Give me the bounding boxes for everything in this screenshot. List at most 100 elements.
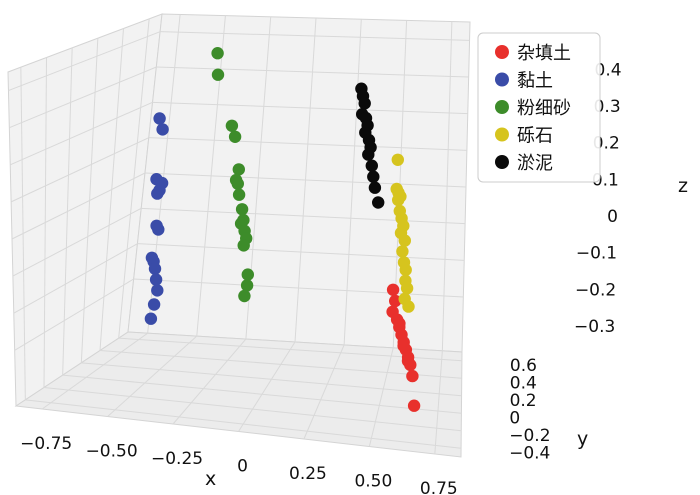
legend-box bbox=[477, 32, 601, 183]
z-tick-label: −0.3 bbox=[574, 317, 615, 337]
data-point bbox=[231, 177, 244, 190]
legend-marker bbox=[495, 72, 509, 87]
data-point bbox=[155, 176, 169, 190]
data-point bbox=[144, 312, 158, 325]
y-gridline-floor bbox=[43, 387, 462, 432]
data-point bbox=[365, 159, 378, 172]
series-淤泥 bbox=[355, 82, 385, 209]
data-point bbox=[228, 130, 242, 143]
y-gridline-floor bbox=[25, 399, 462, 449]
z-gridline-left bbox=[10, 137, 149, 203]
grid-lines bbox=[8, 14, 470, 455]
y-gridline-floor bbox=[81, 362, 462, 397]
y-gridline-left bbox=[43, 57, 47, 388]
z-gridline-left bbox=[12, 207, 142, 277]
data-point bbox=[401, 354, 415, 368]
y-gridline-left bbox=[118, 18, 150, 339]
z-gridline-left bbox=[13, 243, 138, 314]
data-point bbox=[372, 196, 385, 209]
x-tick-label: −0.50 bbox=[86, 442, 138, 462]
data-point bbox=[147, 298, 161, 311]
series-砾石 bbox=[390, 153, 415, 313]
data-point bbox=[237, 239, 250, 252]
data-point bbox=[241, 268, 254, 281]
y-gridline-left bbox=[80, 38, 99, 363]
y-tick-label: −0.4 bbox=[509, 443, 550, 463]
data-point bbox=[406, 369, 419, 383]
data-point bbox=[149, 273, 163, 286]
z-tick-label: 0.4 bbox=[595, 60, 622, 80]
data-point bbox=[393, 317, 406, 330]
data-point bbox=[389, 294, 402, 308]
x-gridline-floor bbox=[434, 350, 443, 455]
data-point bbox=[148, 262, 162, 275]
legend-label: 杂填土 bbox=[517, 43, 571, 64]
legend-label: 淤泥 bbox=[517, 153, 553, 174]
legend-marker bbox=[495, 45, 509, 59]
legend-label: 粉细砂 bbox=[517, 98, 571, 119]
x-gridline-floor bbox=[41, 332, 148, 410]
data-point bbox=[399, 263, 412, 277]
data-point bbox=[151, 187, 164, 200]
x-gridline-back bbox=[441, 21, 453, 351]
data-point bbox=[156, 123, 169, 136]
legend-label: 黏土 bbox=[517, 71, 553, 92]
y-tick-label: 0.6 bbox=[510, 356, 537, 376]
data-point bbox=[211, 68, 225, 81]
data-point bbox=[232, 188, 246, 201]
axes-panes bbox=[7, 13, 471, 458]
x-axis-label: x bbox=[205, 468, 216, 490]
y-gridline-left bbox=[62, 47, 73, 376]
y-tick-label: 0.4 bbox=[510, 373, 537, 393]
x-gridline-back bbox=[294, 17, 317, 343]
y-tick-label: 0 bbox=[509, 408, 520, 428]
data-point bbox=[398, 234, 411, 247]
data-point bbox=[391, 153, 404, 166]
y-gridline-left bbox=[20, 67, 26, 400]
legend-marker bbox=[495, 155, 509, 169]
data-point bbox=[397, 339, 410, 353]
data-point bbox=[152, 223, 165, 236]
z-gridline-left bbox=[8, 31, 161, 92]
z-tick-label: −0.2 bbox=[575, 280, 616, 300]
x-tick-label: 0.25 bbox=[289, 464, 327, 484]
data-point bbox=[238, 289, 251, 303]
y-gridline-left bbox=[99, 28, 124, 351]
data-point bbox=[367, 170, 380, 183]
legend-label: 砾石 bbox=[517, 126, 553, 147]
x-gridline-floor bbox=[303, 344, 345, 440]
y-gridline-floor bbox=[62, 374, 462, 414]
y-gridline-floor bbox=[99, 350, 462, 379]
data-point bbox=[400, 282, 414, 295]
z-tick-label: 0 bbox=[607, 207, 618, 227]
x-gridline-floor bbox=[238, 341, 296, 432]
x-tick-label: −0.75 bbox=[20, 434, 72, 454]
data-point bbox=[235, 203, 249, 216]
data-point bbox=[151, 284, 164, 297]
z-gridline-left bbox=[9, 66, 157, 129]
x-gridline-back bbox=[343, 19, 362, 345]
data-point bbox=[402, 300, 415, 313]
y-tick-label: 0.2 bbox=[510, 391, 537, 411]
z-axis-label: z bbox=[678, 175, 688, 197]
x-gridline-back bbox=[196, 15, 226, 337]
series-杂填土 bbox=[386, 283, 421, 412]
data-point bbox=[240, 279, 254, 292]
data-point bbox=[386, 283, 400, 296]
tick-labels: −0.75 −0.50 −0.25 0 0.25 0.50 0.75−0.4−0.200.2… bbox=[20, 60, 621, 495]
legend-marker bbox=[495, 127, 509, 142]
data-points bbox=[144, 47, 421, 412]
data-point bbox=[362, 148, 375, 161]
data-point bbox=[368, 181, 382, 194]
series-粉细砂 bbox=[211, 47, 254, 303]
data-point bbox=[392, 193, 405, 207]
data-point bbox=[358, 97, 371, 110]
back-pane bbox=[127, 13, 471, 353]
x-tick-label: 0.50 bbox=[354, 472, 392, 492]
floor-pane bbox=[14, 331, 463, 458]
data-point bbox=[153, 112, 166, 125]
series-黏土 bbox=[144, 112, 169, 325]
data-point bbox=[232, 163, 245, 176]
